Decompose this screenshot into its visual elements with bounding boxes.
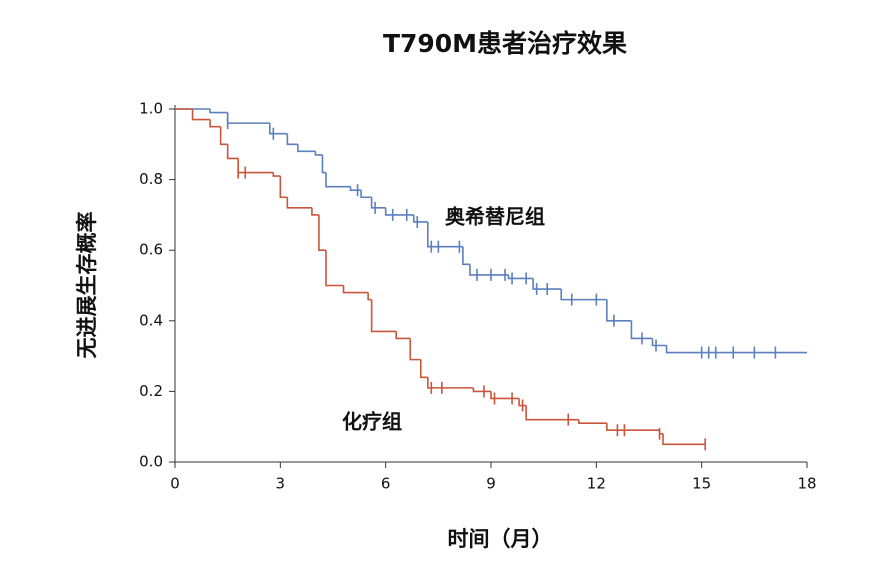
x-tick-label: 3 <box>276 475 286 493</box>
km-step <box>191 109 211 121</box>
km-step <box>219 126 228 146</box>
km-step <box>384 207 414 216</box>
km-step <box>507 274 534 280</box>
km-step <box>226 144 239 160</box>
km-step <box>412 214 428 223</box>
chart-title: T790M患者治疗效果 <box>383 29 627 58</box>
km-step <box>525 405 579 421</box>
y-tick-label: 1.0 <box>139 100 163 118</box>
km-step <box>462 246 470 266</box>
km-step <box>490 391 520 400</box>
km-step <box>606 423 660 432</box>
km-step <box>297 144 316 153</box>
km-step <box>237 158 274 174</box>
x-tick-label: 6 <box>381 475 391 493</box>
km-step <box>360 190 372 199</box>
km-step <box>286 133 298 146</box>
y-tick-label: 0.4 <box>139 311 163 329</box>
km-step <box>469 264 509 276</box>
km-step <box>349 186 362 191</box>
km-step <box>314 151 323 156</box>
km-step <box>286 197 312 209</box>
km-step <box>577 419 607 424</box>
km-step <box>472 387 491 393</box>
x-tick-label: 18 <box>797 475 816 493</box>
km-step <box>318 214 326 251</box>
km-step <box>311 207 319 216</box>
km-step <box>325 172 351 188</box>
km-step <box>321 154 326 174</box>
km-step <box>518 398 527 407</box>
km-step <box>342 285 369 294</box>
km-step <box>409 338 421 361</box>
km-step <box>662 433 706 446</box>
x-tick-label: 0 <box>170 475 180 493</box>
km-step <box>209 119 221 128</box>
km-step <box>370 197 386 209</box>
km-step <box>419 359 428 379</box>
y-axis-label: 无进展生存概率 <box>75 212 99 359</box>
km-step <box>269 123 288 135</box>
km-step <box>325 250 344 287</box>
km-step <box>560 289 607 301</box>
km-step <box>532 278 562 290</box>
km-step <box>665 345 807 354</box>
km-step <box>370 299 397 333</box>
y-tick-label: 0.0 <box>139 453 163 471</box>
y-tick-label: 0.8 <box>139 170 163 188</box>
series-label: 化疗组 <box>342 410 402 434</box>
km-step <box>395 331 411 340</box>
km-step <box>427 377 474 389</box>
x-tick-label: 12 <box>587 475 606 493</box>
y-tick-label: 0.2 <box>139 382 163 400</box>
y-tick-label: 0.6 <box>139 241 163 259</box>
km-step <box>272 172 281 177</box>
km-step <box>279 176 288 199</box>
km-step <box>367 292 372 301</box>
km-step <box>427 221 463 248</box>
km-step <box>606 299 632 322</box>
km-step <box>651 338 667 347</box>
km-step <box>209 109 228 114</box>
x-tick-label: 15 <box>692 475 711 493</box>
km-step <box>226 112 270 124</box>
series-label: 奥希替尼组 <box>445 205 545 229</box>
x-axis-label: 时间（月） <box>448 527 553 551</box>
km-step <box>630 320 653 340</box>
x-tick-label: 9 <box>486 475 496 493</box>
